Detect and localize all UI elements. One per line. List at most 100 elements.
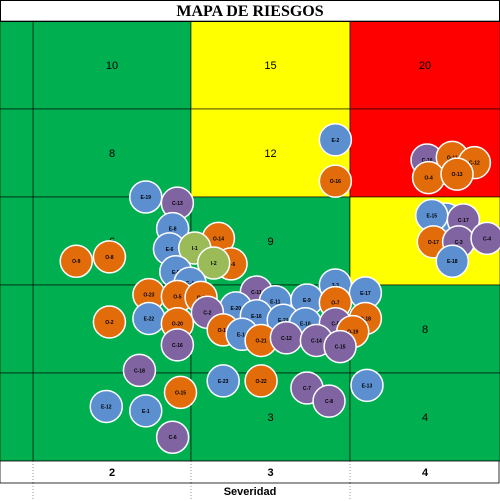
risk-point (129, 180, 163, 214)
cell-score-label: 12 (264, 148, 276, 160)
risk-point (318, 164, 353, 198)
risk-point-label: C-12 (281, 336, 292, 342)
risk-point (160, 328, 195, 362)
risk-point (163, 375, 198, 410)
x-tick-label: 4 (422, 467, 429, 479)
risk-point-label: O-18 (360, 316, 371, 322)
risk-point (323, 329, 357, 364)
risk-point-label: O-7 (331, 301, 340, 307)
risk-point-label: C-6 (169, 435, 177, 441)
x-axis-title: Severidad (223, 486, 277, 498)
risk-point-label: C-4 (483, 236, 491, 242)
risk-point-label: O-8 (105, 255, 114, 261)
probability-cell (0, 372, 34, 462)
risk-point-label: C-5 (331, 322, 339, 328)
cell-score-label: 4 (422, 412, 428, 424)
risk-point-label: O-19 (347, 330, 358, 336)
risk-point (89, 389, 124, 424)
risk-point-label: E-19 (140, 195, 151, 201)
risk-point-label: C-2 (203, 310, 211, 316)
probability-cell (0, 196, 34, 286)
risk-point-label: E-14 (237, 332, 248, 338)
risk-point-label: E-9 (303, 298, 311, 304)
risk-point-label: O-22 (256, 379, 267, 385)
risk-point-label: I-2 (211, 261, 217, 267)
risk-point-label: C-18 (134, 368, 145, 374)
risk-point-label: E-16 (251, 314, 262, 320)
risk-point-label: O-4 (424, 176, 433, 182)
chart-title: MAPA DE RIESGOS (0, 0, 500, 22)
risk-point-label: O-16 (330, 179, 341, 185)
risk-point-label: O-21 (256, 338, 267, 344)
probability-cell (0, 284, 34, 374)
risk-point-label: O-6 (227, 262, 236, 268)
risk-point-label: E-6 (166, 247, 174, 253)
cell-score-label: 3 (267, 412, 273, 424)
risk-point-label: E-18 (447, 259, 458, 265)
risk-point-label: C-3 (455, 240, 463, 246)
risk-point-label: C-11 (251, 290, 262, 296)
risk-point (59, 244, 93, 278)
x-tick-label: 2 (109, 467, 115, 479)
risk-point-label: C-16 (172, 343, 183, 349)
cell-score-label: 15 (264, 60, 276, 72)
risk-point (350, 368, 384, 403)
risk-point-label: C-14 (311, 338, 322, 344)
risk-point-label: E-4 (186, 281, 194, 287)
risk-point (129, 394, 163, 428)
risk-cell (32, 108, 192, 198)
probability-cell (0, 20, 34, 110)
risk-point (318, 123, 353, 157)
risk-point-label: E-21 (278, 318, 289, 324)
cell-score-label: 9 (267, 236, 273, 248)
risk-point (196, 246, 231, 280)
risk-point-label: E-12 (101, 404, 112, 410)
risk-point-label: O-2 (105, 320, 114, 326)
risk-point-label: I-1 (192, 246, 198, 252)
cell-score-label: 10 (106, 60, 118, 72)
risk-point-label: O-17 (428, 240, 439, 246)
risk-point (244, 364, 278, 398)
risk-point-label: E-23 (218, 379, 229, 385)
risk-point-label: E-13 (362, 383, 373, 389)
cell-score-label: 8 (422, 324, 428, 336)
risk-point-label: E-20 (231, 306, 242, 312)
risk-point (440, 157, 474, 191)
risk-point-label: E-2 (331, 138, 339, 144)
risk-point-label: O-10 (218, 328, 229, 334)
risk-point (206, 364, 240, 398)
risk-cell (32, 20, 192, 110)
risk-point-label: C-13 (172, 201, 183, 207)
risk-point-label: E-15 (426, 213, 437, 219)
risk-point-label: C-7 (303, 386, 311, 392)
risk-point (122, 353, 157, 388)
risk-point (435, 244, 470, 278)
risk-point-label: C-8 (325, 399, 333, 405)
risk-point-label: E-1 (142, 409, 150, 415)
risk-point-label: C-12 (469, 161, 480, 167)
risk-point-label: E-10 (300, 322, 311, 328)
risk-point-label: E-8 (169, 227, 177, 233)
x-axis-row (0, 460, 500, 484)
x-tick-label: 3 (267, 467, 273, 479)
risk-point-label: E-11 (270, 300, 281, 306)
risk-point (155, 420, 190, 454)
risk-point-label: O-14 (213, 236, 224, 242)
risk-point-label: O-15 (175, 390, 186, 396)
risk-point (312, 384, 346, 418)
risk-point (470, 221, 500, 256)
risk-point (92, 240, 127, 274)
risk-point-label: O-20 (172, 322, 183, 328)
risk-point-label: O-13 (451, 172, 462, 178)
risk-point-label: O-5 (173, 294, 182, 300)
risk-point-label: C-17 (458, 218, 469, 224)
risk-point (92, 305, 127, 339)
risk-point-label: C-15 (335, 345, 346, 351)
cell-score-label: 8 (109, 148, 115, 160)
risk-point-label: E-22 (144, 316, 155, 322)
risk-cell (190, 20, 351, 110)
probability-cell (0, 108, 34, 198)
risk-point-label: E-17 (360, 291, 371, 297)
risk-point-label: O-9 (72, 259, 81, 265)
